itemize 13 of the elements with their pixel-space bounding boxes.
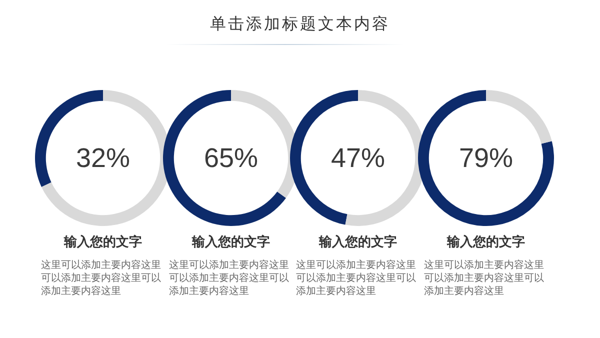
text: 单击添加标题文本内容	[209, 14, 391, 35]
text: 32%	[74, 142, 132, 174]
text: 输入您的文字	[62, 234, 143, 251]
text: 这里可以添加主要内容这里可以添加主要内容这里可以添加主要内容这里	[41, 259, 162, 298]
text: 输入您的文字	[318, 234, 398, 251]
text: 65%	[202, 142, 260, 174]
text: 输入您的文字	[190, 234, 271, 251]
text: 47%	[330, 142, 386, 174]
text: 这里可以添加主要内容这里可以添加主要内容这里可以添加主要内容这里	[296, 259, 417, 298]
text: 这里可以添加主要内容这里可以添加主要内容这里可以添加主要内容这里	[424, 259, 545, 298]
text: 这里可以添加主要内容这里可以添加主要内容这里可以添加主要内容这里	[169, 259, 290, 298]
text: 79%	[458, 142, 514, 174]
text: 输入您的文字	[446, 234, 526, 251]
